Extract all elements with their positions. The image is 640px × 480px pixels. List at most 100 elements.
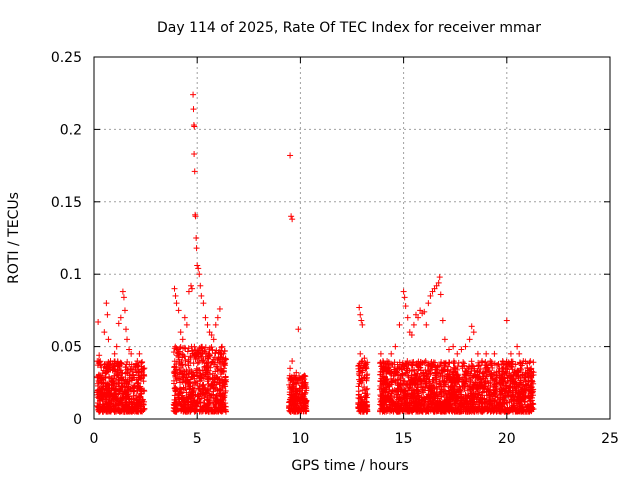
data-point-cluster: [119, 383, 126, 390]
data-point: [96, 352, 103, 359]
data-point: [113, 343, 120, 350]
data-point-cluster: [106, 373, 113, 380]
data-point-cluster: [131, 402, 138, 409]
data-point: [439, 317, 446, 324]
data-point: [287, 152, 294, 159]
data-point-cluster: [137, 404, 144, 411]
data-point-cluster: [120, 395, 127, 402]
data-point: [117, 314, 124, 321]
data-point: [400, 288, 407, 295]
data-point-cluster: [104, 381, 111, 388]
data-point: [514, 343, 521, 350]
data-point-cluster: [117, 398, 124, 405]
data-point-cluster: [141, 365, 148, 372]
data-point-cluster: [101, 390, 108, 397]
data-point: [516, 350, 523, 357]
data-point-cluster: [122, 399, 129, 406]
data-point: [124, 336, 131, 343]
data-point: [191, 151, 198, 158]
grid-lines: [94, 57, 610, 419]
data-point-cluster: [115, 406, 122, 413]
data-point: [111, 350, 118, 357]
data-point-cluster: [129, 407, 136, 414]
data-point-cluster: [138, 390, 145, 397]
data-point: [462, 343, 469, 350]
data-point: [198, 292, 205, 299]
data-point-cluster: [94, 391, 101, 398]
data-point: [188, 282, 195, 289]
data-point-cluster: [139, 358, 146, 365]
data-point-cluster: [128, 388, 135, 395]
data-point: [189, 285, 196, 292]
data-point-cluster: [219, 343, 226, 350]
data-point: [454, 350, 461, 357]
data-point-cluster: [105, 391, 112, 398]
x-tick-label: 15: [395, 431, 413, 447]
data-point: [357, 311, 364, 318]
y-tick-label: 0.25: [51, 50, 82, 66]
chart-title: Day 114 of 2025, Rate Of TEC Index for r…: [157, 20, 541, 36]
data-point-cluster: [526, 359, 533, 366]
data-point: [193, 235, 200, 241]
data-point: [392, 343, 399, 350]
data-point: [357, 350, 364, 357]
data-point: [122, 326, 129, 333]
x-tick-label: 25: [601, 431, 619, 447]
data-point-cluster: [140, 401, 147, 408]
data-point-cluster: [123, 407, 130, 414]
data-point: [200, 300, 207, 307]
data-point-cluster: [445, 359, 452, 366]
data-point-cluster: [94, 362, 101, 369]
data-point: [190, 91, 197, 98]
data-point: [450, 343, 457, 350]
data-point-cluster: [141, 388, 148, 395]
data-point: [410, 321, 417, 328]
data-point: [468, 323, 475, 330]
y-tick-label: 0.2: [60, 122, 82, 138]
x-tick-label: 5: [193, 431, 202, 447]
data-point: [425, 300, 432, 307]
data-point: [396, 321, 403, 328]
data-point-cluster: [138, 360, 145, 367]
data-point: [441, 336, 448, 343]
data-point-cluster: [138, 397, 145, 404]
data-point-cluster: [115, 362, 122, 369]
data-point-cluster: [122, 370, 129, 377]
data-point-cluster: [103, 401, 110, 408]
data-point-cluster: [110, 385, 117, 392]
data-point-cluster: [123, 361, 130, 368]
data-point: [470, 329, 477, 336]
data-points: [94, 91, 537, 415]
data-point: [193, 245, 200, 252]
data-point: [474, 350, 481, 357]
data-point: [204, 321, 211, 328]
data-point: [423, 321, 430, 328]
data-point: [175, 307, 182, 314]
data-point-cluster: [110, 404, 117, 411]
data-point: [437, 291, 444, 298]
data-point: [503, 317, 510, 324]
data-point: [202, 314, 209, 321]
data-point: [214, 314, 221, 321]
y-tick-label: 0.1: [60, 267, 82, 283]
y-tick-label: 0: [73, 412, 82, 428]
data-point-cluster: [124, 367, 131, 374]
data-point-cluster: [98, 379, 105, 386]
data-point-cluster: [141, 405, 148, 412]
data-point-cluster: [94, 402, 101, 409]
data-point-cluster: [171, 358, 178, 365]
data-point: [491, 350, 498, 357]
data-point-cluster: [140, 378, 147, 385]
data-point: [181, 314, 188, 321]
data-point-cluster: [126, 377, 133, 384]
data-point: [458, 346, 465, 353]
data-point: [173, 300, 180, 307]
data-point-cluster: [135, 394, 142, 401]
data-point: [177, 329, 184, 336]
data-point: [171, 285, 178, 292]
data-point-cluster: [117, 375, 124, 382]
data-point-cluster: [137, 385, 144, 392]
data-point: [194, 262, 201, 269]
data-point: [358, 317, 365, 324]
data-point: [120, 294, 127, 301]
